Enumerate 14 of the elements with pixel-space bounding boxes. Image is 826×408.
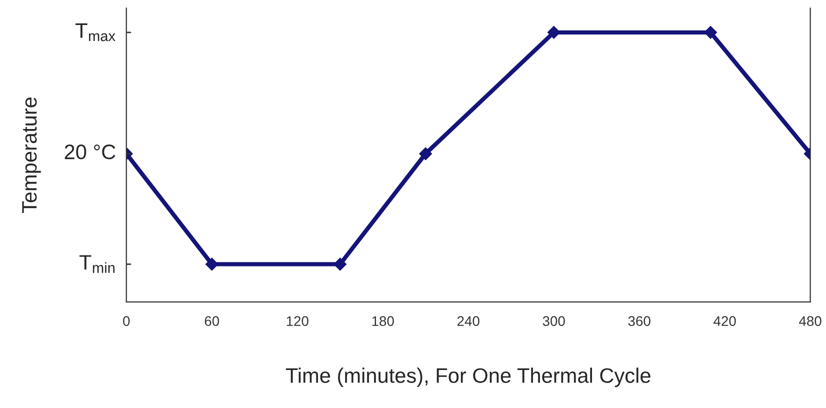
x-tick-label: 120 bbox=[286, 316, 308, 326]
ref-line-label: 20 °C bbox=[64, 144, 116, 160]
x-axis-title: Time (minutes), For One Thermal Cycle bbox=[286, 368, 650, 388]
x-tick-label: 60 bbox=[204, 316, 220, 326]
x-tick-label: 0 bbox=[123, 316, 130, 326]
x-tick-label: 360 bbox=[628, 316, 650, 326]
x-tick-label: 420 bbox=[714, 316, 736, 326]
x-tick-label: 180 bbox=[372, 316, 394, 326]
y-axis-title: Temperature bbox=[22, 97, 41, 214]
x-tick-label: 240 bbox=[457, 316, 480, 326]
x-tick-label: 300 bbox=[542, 316, 565, 326]
x-tick-label: 480 bbox=[799, 316, 822, 326]
ref-line-label: T$_{max}$ bbox=[76, 23, 116, 42]
ref-line-label: T$_{min}$ bbox=[80, 255, 115, 273]
